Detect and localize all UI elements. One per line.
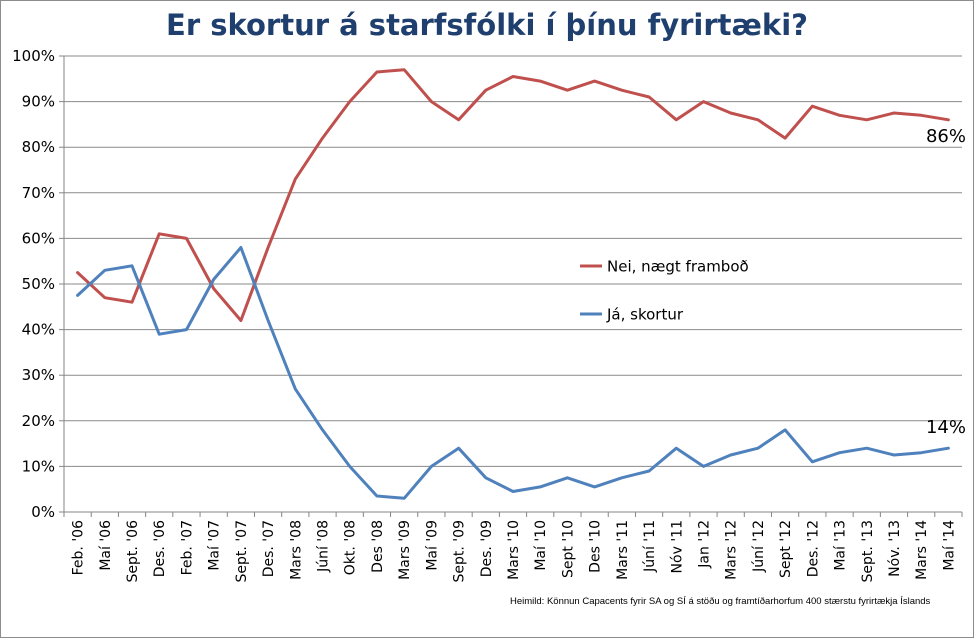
x-tick-label: Mars '08: [288, 520, 304, 580]
end-label: 86%: [926, 126, 966, 147]
x-tick-label: Júní '08: [316, 520, 332, 573]
x-tick-label: Sept '10: [560, 520, 576, 578]
x-tick-label: Feb. '07: [179, 520, 195, 575]
chart-title: Er skortur á starfsfólki í þínu fyrirtæk…: [166, 8, 808, 42]
x-tick-label: Maí '10: [533, 520, 549, 571]
source-note: Heimild: Könnun Capacents fyrir SA og SÍ…: [510, 596, 931, 607]
x-tick-label: Maí '14: [941, 520, 957, 571]
x-tick-label: Des '08: [370, 520, 386, 573]
legend-label: Nei, nægt framboð: [607, 258, 749, 276]
x-tick-label: Nóv. '13: [887, 520, 903, 577]
series-line-ja: [76, 246, 950, 500]
y-tick-label: 60%: [22, 229, 55, 247]
series-lines: [76, 68, 950, 500]
x-tick-label: Sept. '06: [125, 520, 141, 583]
x-tick-label: Mars '11: [615, 520, 631, 580]
x-tick-label: Jan '12: [696, 520, 712, 569]
x-tick-label: Sept. '09: [452, 520, 468, 582]
x-tick-label: Sept '12: [778, 520, 794, 578]
y-tick-label: 10%: [22, 457, 55, 475]
y-tick-label: 40%: [22, 321, 55, 339]
y-tick-label: 0%: [31, 503, 55, 521]
y-tick-label: 20%: [22, 412, 55, 430]
x-tick-label: Okt. '08: [343, 520, 359, 575]
x-tick-label: Sept. '07: [234, 520, 250, 582]
x-tick-label: Mars '10: [506, 520, 522, 580]
end-labels: 86% 14%: [926, 126, 966, 438]
x-tick-label: Des '10: [588, 520, 604, 573]
x-tick-label: Maí '13: [833, 520, 849, 571]
x-tick-label: Des. '09: [479, 520, 495, 577]
y-tick-label: 70%: [22, 184, 55, 202]
x-tick-label: Feb. '06: [71, 520, 87, 575]
y-tick-label: 30%: [22, 366, 55, 384]
x-tick-label: Júní '11: [642, 520, 658, 573]
end-label: 14%: [926, 417, 966, 438]
x-tick-label: Maí '07: [207, 520, 223, 571]
x-axis-ticks: Feb. '06 Maí '06 Sept. '06 Des. '06 Feb. '07…: [63, 512, 963, 583]
x-tick-label: Maí '06: [98, 520, 114, 571]
gridlines: [63, 55, 962, 513]
x-tick-label: Des. '07: [261, 520, 277, 577]
legend: Nei, nægt framboð Já, skortur: [580, 258, 749, 324]
x-tick-label: Nóv '11: [669, 520, 685, 573]
y-axis-ticks: 0% 10% 20% 30% 40% 50% 60% 70% 80% 90% 100%: [12, 47, 64, 521]
series-line-nei: [76, 68, 950, 322]
legend-label: Já, skortur: [606, 306, 684, 324]
x-tick-label: Mars '09: [397, 520, 413, 580]
x-tick-label: Mars '14: [914, 520, 930, 580]
y-tick-label: 50%: [22, 275, 55, 293]
y-tick-label: 100%: [12, 47, 55, 65]
y-tick-label: 90%: [22, 93, 55, 111]
x-tick-label: Maí '09: [424, 520, 440, 571]
x-tick-label: Des. '06: [152, 520, 168, 577]
x-tick-label: Mars '12: [724, 520, 740, 580]
x-tick-label: Júní '12: [751, 520, 767, 573]
x-tick-label: Des. '12: [805, 520, 821, 577]
x-tick-label: Sept. '13: [860, 520, 876, 582]
y-tick-label: 80%: [22, 138, 55, 156]
